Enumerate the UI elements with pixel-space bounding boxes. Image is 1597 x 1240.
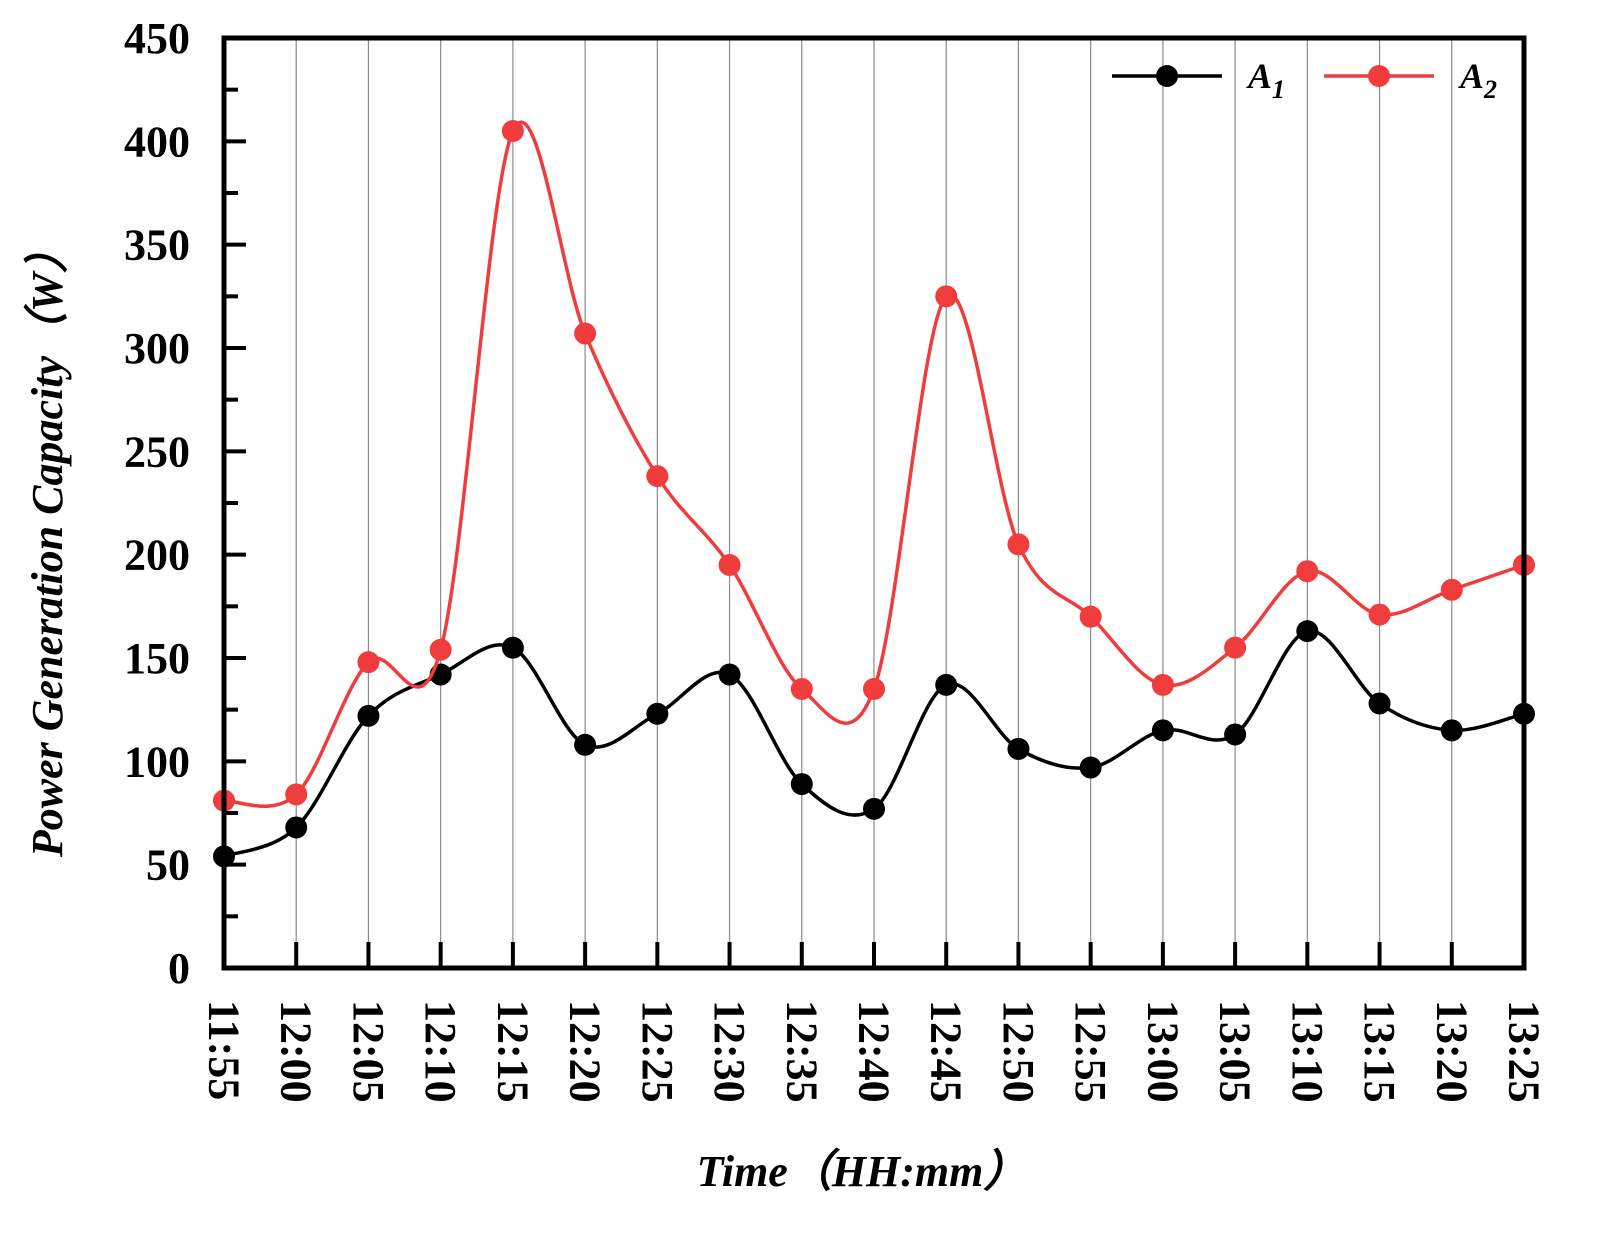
data-point — [1079, 756, 1102, 779]
series-A2 — [213, 120, 1535, 812]
data-point — [429, 638, 452, 661]
x-tick-label: 12:45 — [922, 1000, 971, 1103]
data-point — [574, 733, 597, 756]
data-point — [285, 783, 308, 806]
grid-lines — [295, 38, 1453, 968]
y-tick-label: 400 — [124, 117, 190, 166]
x-tick-label: 12:20 — [561, 1000, 610, 1103]
x-tick-label: 12:35 — [777, 1000, 826, 1103]
y-tick-label: 0 — [168, 944, 190, 993]
x-tick-label: 12:05 — [344, 1000, 393, 1103]
data-point — [1296, 620, 1319, 643]
x-tick-label: 12:10 — [416, 1000, 465, 1103]
x-tick-label: 11:55 — [200, 1000, 249, 1100]
y-tick-label: 50 — [146, 841, 190, 890]
legend-label: A2 — [1458, 56, 1497, 104]
data-point — [1224, 723, 1247, 746]
data-point — [1296, 560, 1319, 583]
y-tick-label: 300 — [124, 324, 190, 373]
x-tick-label: 13:00 — [1138, 1000, 1187, 1103]
x-tick-label: 13:25 — [1500, 1000, 1549, 1103]
x-tick-label: 12:25 — [633, 1000, 682, 1103]
data-point — [1151, 673, 1174, 696]
x-axis-tick-labels: 11:55 12:00 12:05 12:10 12:15 12:20 12:25 12:30… — [200, 1000, 1549, 1103]
x-axis-title: Time（HH:mm） — [697, 1147, 1028, 1196]
y-tick-label: 450 — [124, 14, 190, 63]
x-tick-label: 12:50 — [994, 1000, 1043, 1103]
data-point — [1151, 719, 1174, 742]
x-tick-label: 13:05 — [1211, 1000, 1260, 1103]
data-point — [1440, 578, 1463, 601]
data-point — [1224, 636, 1247, 659]
legend: A1 A2 — [1112, 56, 1497, 104]
data-point — [646, 702, 669, 725]
axis-ticks — [222, 36, 1526, 970]
x-tick-label: 12:30 — [705, 1000, 754, 1103]
y-tick-label: 350 — [124, 221, 190, 270]
data-point — [1079, 605, 1102, 628]
data-point — [718, 663, 741, 686]
legend-marker — [1368, 65, 1390, 87]
data-point — [357, 704, 380, 727]
y-tick-label: 150 — [124, 634, 190, 683]
data-point — [501, 120, 524, 142]
series-layer — [213, 120, 1535, 868]
data-point — [1368, 603, 1391, 626]
data-point — [1440, 719, 1463, 742]
legend-item: A1 — [1112, 56, 1285, 104]
x-tick-label: 12:55 — [1066, 1000, 1115, 1103]
x-tick-label: 13:20 — [1427, 1000, 1476, 1103]
data-point — [863, 797, 885, 820]
data-point — [285, 816, 308, 839]
data-point — [501, 636, 524, 659]
data-point — [1007, 533, 1030, 556]
data-point — [790, 678, 813, 700]
legend-item: A2 — [1324, 56, 1497, 104]
data-point — [646, 465, 669, 488]
y-tick-label: 250 — [124, 427, 190, 476]
data-point — [863, 678, 885, 700]
data-point — [1368, 692, 1391, 715]
data-point — [790, 773, 813, 796]
y-tick-label: 200 — [124, 531, 190, 580]
data-point — [718, 554, 741, 576]
legend-marker — [1156, 65, 1178, 87]
legend-label: A1 — [1246, 56, 1285, 104]
x-tick-label: 13:15 — [1355, 1000, 1404, 1103]
data-point — [357, 651, 380, 674]
data-point — [935, 285, 958, 308]
y-tick-label: 100 — [124, 737, 190, 786]
data-point — [574, 322, 597, 345]
y-axis-title: Power Generation Capacity（W） — [23, 229, 72, 858]
x-tick-label: 12:15 — [488, 1000, 537, 1103]
series-A1 — [213, 620, 1535, 868]
y-axis-tick-labels: 0 50 100 150 200 250 300 350 400 450 — [124, 14, 190, 993]
data-point — [935, 673, 958, 696]
x-tick-label: 13:10 — [1283, 1000, 1332, 1103]
data-point — [1007, 737, 1030, 760]
x-tick-label: 12:40 — [850, 1000, 899, 1103]
x-tick-label: 12:00 — [272, 1000, 321, 1103]
